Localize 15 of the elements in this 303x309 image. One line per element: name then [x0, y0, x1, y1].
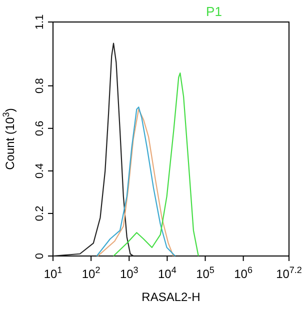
y-tick-label: 0: [34, 252, 46, 260]
y-tick-label: 0.6: [34, 120, 46, 136]
y-tick-label: 0.2: [34, 206, 46, 222]
y-tick-label: 0.4: [34, 163, 46, 179]
y-tick-label: 0.8: [34, 78, 46, 94]
x-tick-label: 10$^{5}$: [196, 265, 214, 281]
x-axis-title: RASAL2-H: [142, 290, 200, 304]
x-tick-label: 10$^{7.2}$: [276, 265, 302, 281]
x-tick-label: 10$^{4}$: [158, 265, 176, 281]
x-tick-label: 10$^{3}$: [120, 265, 138, 281]
text: P1: [206, 4, 222, 19]
x-tick-label: 10$^{2}$: [82, 265, 100, 281]
x-tick-label: 10$^{6}$: [234, 265, 253, 281]
y-tick-label: 1.1: [34, 14, 46, 30]
x-tick-label: 10$^{1}$: [44, 265, 62, 281]
